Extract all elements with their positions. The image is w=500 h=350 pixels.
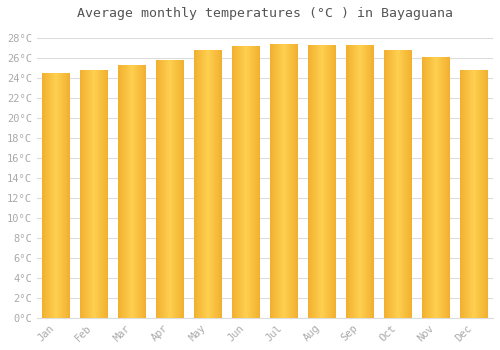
Bar (384, 50, 411, 318)
Bar (232, 46, 260, 318)
Bar (308, 45, 336, 318)
Bar (156, 60, 184, 318)
Bar (422, 57, 450, 318)
Bar (460, 70, 487, 318)
Bar (194, 50, 222, 318)
Title: Average monthly temperatures (°C ) in Bayaguana: Average monthly temperatures (°C ) in Ba… (77, 7, 453, 20)
Bar (346, 45, 374, 318)
Bar (118, 65, 146, 318)
Bar (270, 44, 297, 318)
Bar (80, 70, 108, 318)
Bar (42, 73, 70, 318)
